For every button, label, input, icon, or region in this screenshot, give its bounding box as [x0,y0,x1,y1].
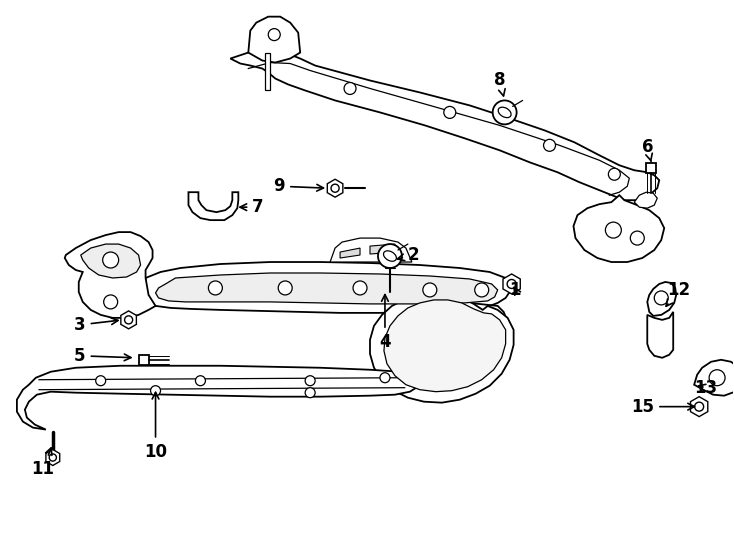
Polygon shape [265,52,270,91]
Circle shape [654,291,668,305]
Polygon shape [17,366,420,430]
Polygon shape [340,248,360,258]
Circle shape [631,231,644,245]
Polygon shape [370,294,514,403]
Polygon shape [189,192,239,220]
Ellipse shape [383,251,396,261]
Polygon shape [139,355,148,365]
Circle shape [344,83,356,94]
Text: 9: 9 [274,177,324,195]
Polygon shape [121,311,137,329]
Circle shape [694,402,704,411]
Text: 5: 5 [74,347,131,365]
Circle shape [305,376,315,386]
Circle shape [49,454,57,461]
Polygon shape [646,163,656,173]
Polygon shape [156,273,498,304]
Circle shape [103,295,117,309]
Polygon shape [503,274,520,294]
Circle shape [423,283,437,297]
Polygon shape [46,449,59,465]
Text: 8: 8 [494,71,506,96]
Circle shape [95,376,106,386]
Circle shape [331,184,339,192]
Circle shape [507,280,516,288]
Polygon shape [384,300,506,392]
Polygon shape [634,192,657,208]
Text: 10: 10 [144,393,167,461]
Circle shape [268,29,280,40]
Circle shape [444,106,456,118]
Circle shape [608,168,620,180]
Text: 12: 12 [666,281,691,306]
Polygon shape [81,244,141,278]
Circle shape [380,373,390,383]
Text: 6: 6 [642,138,653,162]
Circle shape [103,252,119,268]
Ellipse shape [498,107,511,118]
Polygon shape [647,282,676,316]
Circle shape [208,281,222,295]
Text: 3: 3 [74,316,118,334]
Text: 15: 15 [631,397,694,416]
Polygon shape [65,232,156,318]
Text: 4: 4 [379,295,390,351]
Polygon shape [248,17,300,63]
Circle shape [150,386,161,396]
Polygon shape [440,302,508,354]
Text: 2: 2 [397,246,420,264]
Circle shape [278,281,292,295]
Circle shape [493,100,517,124]
Circle shape [544,139,556,151]
Polygon shape [327,179,343,197]
Circle shape [606,222,622,238]
Text: 13: 13 [694,379,717,397]
Circle shape [709,370,725,386]
Polygon shape [691,397,708,417]
Circle shape [475,283,489,297]
Polygon shape [573,195,664,262]
Circle shape [195,376,206,386]
Polygon shape [230,51,659,200]
Text: 14: 14 [0,539,1,540]
Polygon shape [647,312,673,358]
Polygon shape [370,244,395,254]
Circle shape [305,388,315,397]
Circle shape [353,281,367,295]
Text: 1: 1 [509,281,521,299]
Text: 7: 7 [240,198,264,216]
Polygon shape [694,360,734,396]
Circle shape [378,244,402,268]
Circle shape [125,316,133,324]
Polygon shape [330,238,412,262]
Polygon shape [145,262,509,313]
Text: 11: 11 [32,448,54,478]
